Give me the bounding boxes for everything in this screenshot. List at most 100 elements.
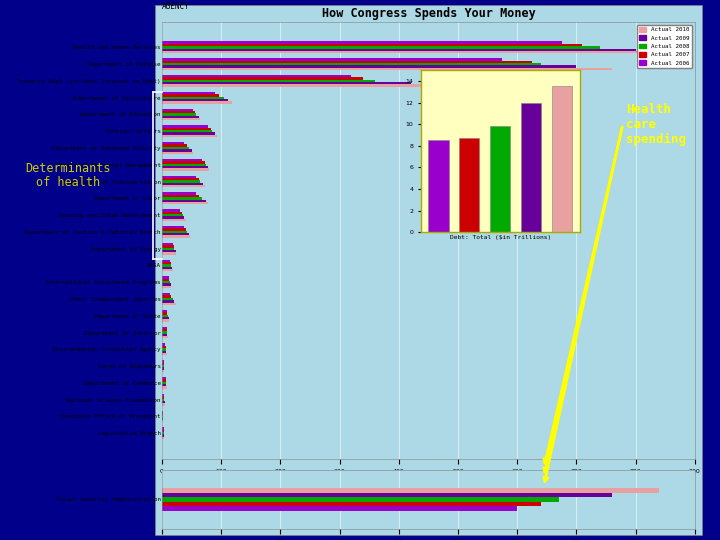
Bar (162, 152, 193, 154)
Bar (162, 434, 164, 437)
Bar (162, 212, 181, 214)
Bar (162, 176, 197, 178)
Bar (162, 202, 208, 204)
Bar (162, 82, 410, 84)
Bar (162, 387, 167, 389)
Bar (162, 130, 212, 132)
Bar (162, 382, 166, 384)
Bar (162, 260, 171, 262)
Bar (162, 159, 202, 161)
Bar (162, 317, 168, 319)
Bar (162, 250, 176, 252)
Bar (162, 367, 163, 370)
Bar (162, 437, 164, 439)
Bar (162, 492, 612, 497)
Bar (459, 138, 480, 232)
Bar (162, 233, 189, 235)
Bar (162, 217, 184, 219)
Bar (162, 279, 169, 281)
Bar (162, 161, 204, 164)
Bar (162, 267, 172, 269)
Bar (162, 132, 215, 135)
Bar (162, 497, 559, 502)
Bar (162, 185, 204, 187)
Bar (162, 80, 375, 82)
Bar (162, 199, 206, 202)
Bar (162, 231, 187, 233)
Bar (162, 195, 199, 197)
Bar (162, 332, 167, 334)
Bar (162, 327, 167, 329)
Text: AGENCY: AGENCY (162, 2, 190, 11)
Bar (162, 286, 171, 288)
Text: Determinants
of health: Determinants of health (26, 161, 111, 190)
Bar (162, 363, 163, 365)
Bar (162, 210, 180, 212)
Bar (162, 276, 168, 279)
Bar (162, 298, 173, 300)
Bar (162, 109, 193, 111)
Bar (162, 295, 171, 298)
Bar (162, 370, 164, 372)
Bar (162, 142, 184, 145)
Bar (162, 377, 166, 380)
Bar (162, 44, 582, 46)
Bar (490, 126, 510, 232)
Bar (162, 84, 434, 87)
Bar (162, 166, 208, 168)
Bar (162, 396, 164, 399)
Bar (162, 42, 562, 44)
Bar (162, 168, 210, 171)
X-axis label: Debt: Total ($in Trillions): Debt: Total ($in Trillions) (450, 235, 551, 240)
Bar (162, 310, 167, 312)
Bar (162, 99, 228, 101)
Bar (162, 135, 217, 137)
Bar (162, 281, 170, 284)
Bar (162, 430, 163, 432)
Bar (162, 350, 166, 353)
Bar (162, 197, 202, 199)
Bar (162, 65, 577, 68)
Bar (162, 77, 364, 80)
Bar (162, 427, 163, 430)
Bar (162, 432, 163, 434)
Bar (428, 140, 449, 232)
Bar (162, 235, 190, 238)
Bar (162, 63, 541, 65)
Bar (162, 346, 166, 348)
Bar (162, 315, 168, 317)
Bar (162, 343, 165, 346)
Bar (162, 113, 196, 116)
Bar (162, 97, 224, 99)
Bar (162, 192, 197, 195)
Bar (162, 92, 215, 94)
Bar (162, 380, 166, 382)
Bar (162, 111, 194, 113)
Bar (162, 264, 171, 267)
Bar (162, 365, 163, 367)
Bar (162, 145, 187, 147)
Bar (162, 269, 173, 271)
Bar (162, 128, 210, 130)
Bar (552, 86, 572, 232)
Bar (162, 228, 186, 231)
Bar (162, 394, 164, 396)
Bar (162, 94, 220, 97)
Bar (162, 116, 199, 118)
Bar (162, 226, 184, 228)
Bar (162, 219, 186, 221)
Bar (162, 262, 171, 264)
Bar (162, 149, 192, 152)
Bar (162, 336, 168, 339)
Bar (162, 293, 171, 295)
Bar (162, 403, 165, 406)
Bar (162, 312, 167, 315)
Bar (162, 488, 660, 492)
Bar (521, 103, 541, 232)
Bar (162, 348, 166, 350)
Bar (162, 118, 200, 120)
X-axis label: Billions of Dollars: Billions of Dollars (384, 480, 472, 488)
Title: How Congress Spends Your Money: How Congress Spends Your Money (322, 8, 535, 21)
Bar (162, 284, 171, 286)
Bar (162, 243, 174, 245)
